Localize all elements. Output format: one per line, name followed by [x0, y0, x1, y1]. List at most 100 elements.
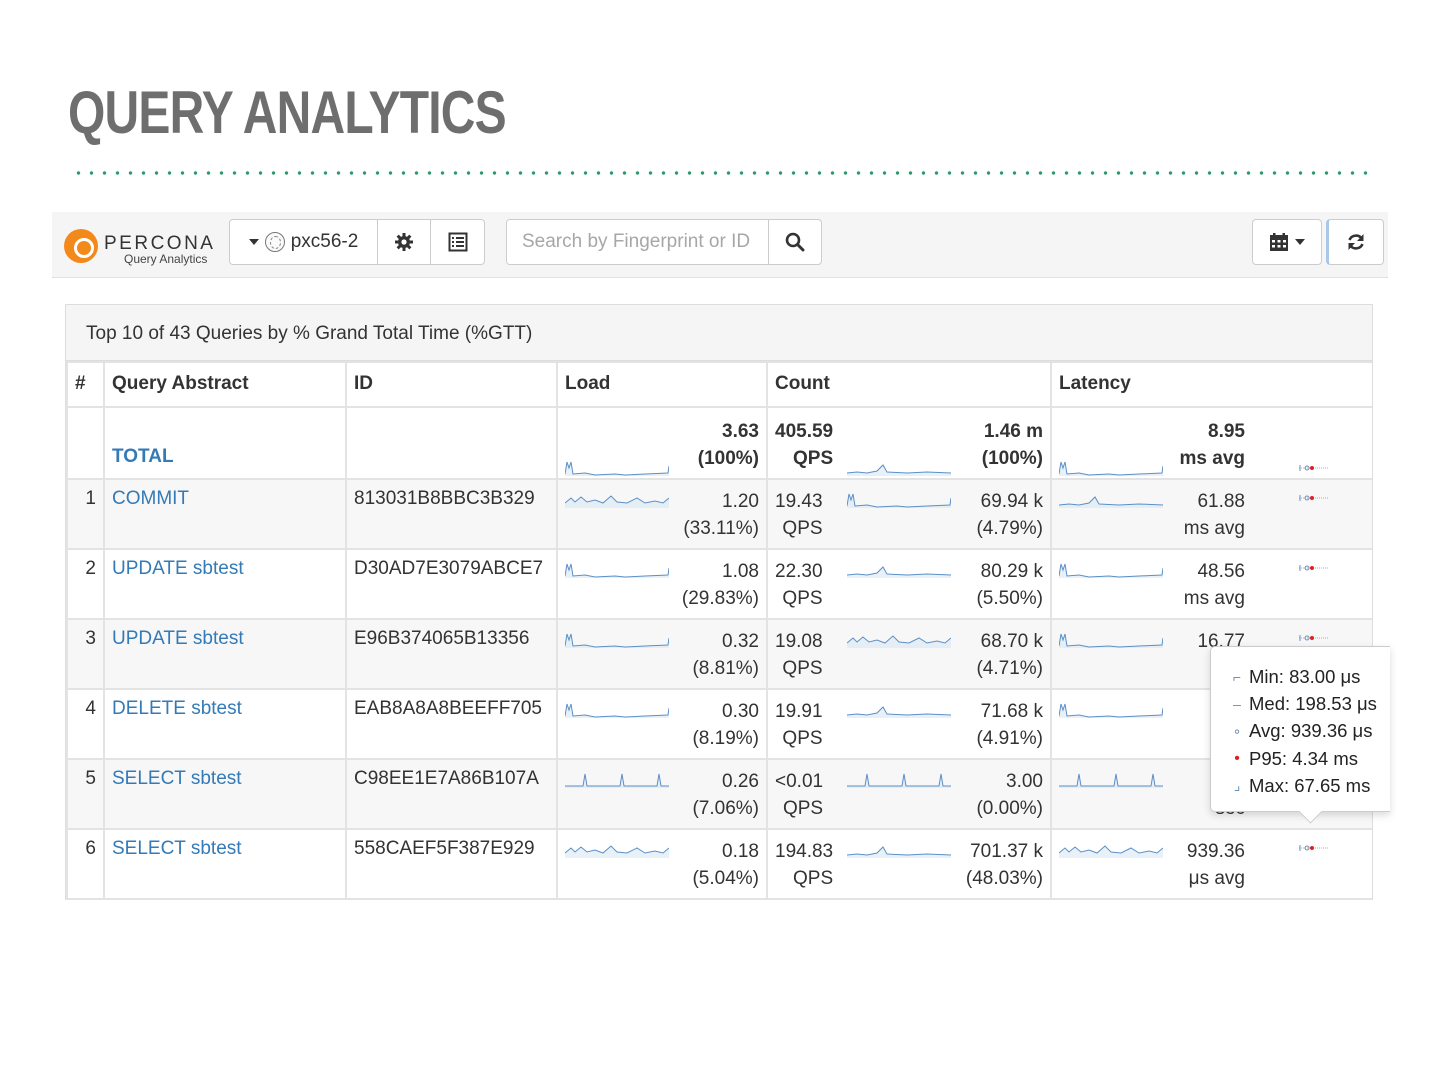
min-marker-icon: ⌐ — [1232, 668, 1242, 685]
row-number: 1 — [85, 488, 96, 509]
refresh-icon — [1348, 234, 1364, 250]
count-value: 69.94 k — [980, 491, 1043, 512]
table-header-row: # Query Abstract ID Load Count Latency — [66, 361, 1372, 408]
host-selector-button[interactable]: pxc56-2 — [230, 220, 378, 264]
qps-value: 19.43 — [775, 491, 823, 512]
count-percent: (4.91%) — [976, 728, 1043, 749]
time-range-button[interactable] — [1253, 220, 1321, 264]
query-abstract-link[interactable]: DELETE sbtest — [112, 698, 242, 719]
col-header-count[interactable]: Count — [766, 361, 1052, 408]
total-count: 1.46 m — [983, 421, 1043, 442]
load-value: 0.30 — [722, 701, 759, 722]
toolbar: PERCONA Query Analytics pxc56-2 — [52, 212, 1388, 278]
load-sparkline — [565, 495, 669, 508]
latency-distribution-plot[interactable] — [1298, 563, 1330, 573]
query-abstract-link[interactable]: COMMIT — [112, 488, 190, 509]
refresh-button[interactable] — [1329, 220, 1383, 264]
slide-title: QUERY ANALYTICS — [68, 79, 507, 146]
qps-unit: QPS — [782, 588, 823, 609]
panel-heading: Top 10 of 43 Queries by % Grand Total Ti… — [66, 305, 1372, 361]
col-header-load[interactable]: Load — [556, 361, 768, 408]
query-id: EAB8A8A8BEEFF705 — [354, 698, 542, 719]
count-value: 71.68 k — [980, 701, 1043, 722]
latency-sparkline — [1059, 845, 1163, 858]
caret-down-icon — [248, 239, 259, 245]
total-qps-unit: QPS — [793, 448, 834, 469]
load-value: 0.18 — [722, 841, 759, 862]
latency-sparkline — [1059, 773, 1163, 788]
total-row[interactable]: TOTAL 3.63 (100%) 405.59 QPS 1.46 m (100%) … — [66, 406, 1372, 480]
table-row[interactable]: 6 SELECT sbtest 558CAEF5F387E929 0.18 (5.… — [66, 828, 1372, 900]
table-row[interactable]: 3 UPDATE sbtest E96B374065B13356 0.32 (8.… — [66, 618, 1372, 690]
load-percent: (8.19%) — [692, 728, 759, 749]
search-button[interactable] — [769, 220, 821, 264]
col-header-num[interactable]: # — [66, 361, 105, 408]
gear-icon — [395, 233, 413, 251]
col-header-query[interactable]: Query Abstract — [103, 361, 347, 408]
table-row[interactable]: 1 COMMIT 813031B8BBC3B329 1.20 (33.11%) 1… — [66, 478, 1372, 550]
load-value: 1.20 — [722, 491, 759, 512]
total-count-pct: (100%) — [981, 448, 1043, 469]
table-row[interactable]: 5 SELECT sbtest C98EE1E7A86B107A 0.26 (7.… — [66, 758, 1372, 830]
settings-button[interactable] — [378, 220, 431, 264]
count-percent: (48.03%) — [965, 868, 1043, 889]
latency-unit: ms avg — [1183, 518, 1245, 539]
query-id: C98EE1E7A86B107A — [354, 768, 539, 789]
latency-distribution-plot[interactable] — [1298, 633, 1330, 643]
refresh-group — [1326, 219, 1384, 265]
row-number: 4 — [85, 698, 96, 719]
search-icon — [785, 232, 805, 252]
table-row[interactable]: 2 UPDATE sbtest D30AD7E3079ABCE7 1.08 (29… — [66, 548, 1372, 620]
summary-button[interactable] — [431, 220, 484, 264]
qps-unit: QPS — [782, 518, 823, 539]
count-sparkline — [847, 635, 951, 648]
qps-unit: QPS — [782, 798, 824, 819]
p95-marker-icon: • — [1234, 749, 1240, 767]
host-icon — [264, 232, 285, 252]
table-row[interactable]: 4 DELETE sbtest EAB8A8A8BEEFF705 0.30 (8.… — [66, 688, 1372, 760]
load-percent: (8.81%) — [692, 658, 759, 679]
latency-unit: μs avg — [1188, 868, 1245, 889]
load-sparkline — [565, 633, 669, 648]
load-sparkline — [565, 563, 669, 578]
total-label[interactable]: TOTAL — [112, 446, 174, 467]
qps-unit: QPS — [793, 868, 834, 889]
load-value: 0.26 — [722, 771, 759, 792]
latency-sparkline — [1059, 703, 1163, 718]
max-marker-icon: ⌟ — [1233, 777, 1241, 794]
qps-value: 19.91 — [775, 701, 823, 722]
query-abstract-link[interactable]: SELECT sbtest — [112, 768, 242, 789]
count-sparkline — [847, 493, 951, 508]
total-load: 3.63 — [722, 421, 759, 442]
percona-logo-icon — [64, 229, 98, 263]
qps-unit: QPS — [782, 658, 823, 679]
query-id: 813031B8BBC3B329 — [354, 488, 535, 509]
latency-distribution-plot[interactable] — [1298, 493, 1330, 503]
query-abstract-link[interactable]: SELECT sbtest — [112, 838, 242, 859]
count-sparkline — [847, 846, 951, 858]
latency-unit: ms avg — [1183, 588, 1245, 609]
search-input[interactable] — [507, 220, 769, 264]
list-icon — [448, 232, 467, 252]
count-sparkline — [847, 566, 951, 578]
query-abstract-link[interactable]: UPDATE sbtest — [112, 558, 244, 579]
load-value: 1.08 — [722, 561, 759, 582]
latency-value: 48.56 — [1197, 561, 1245, 582]
col-header-latency[interactable]: Latency — [1050, 361, 1372, 408]
load-percent: (33.11%) — [683, 518, 759, 539]
latency-sparkline — [1059, 496, 1163, 508]
query-abstract-link[interactable]: UPDATE sbtest — [112, 628, 244, 649]
host-name: pxc56-2 — [290, 231, 359, 252]
caret-down-icon — [1295, 239, 1305, 245]
latency-distribution-plot[interactable] — [1298, 843, 1330, 853]
logo-name: PERCONA — [104, 233, 216, 254]
calendar-group — [1252, 219, 1322, 265]
row-number: 2 — [85, 558, 96, 579]
latency-value: 939.36 — [1186, 841, 1245, 862]
count-sparkline — [847, 464, 951, 476]
col-header-id[interactable]: ID — [345, 361, 558, 408]
row-number: 3 — [85, 628, 96, 649]
latency-distribution-plot[interactable] — [1298, 463, 1330, 473]
qps-value: 19.08 — [775, 631, 823, 652]
query-table: # Query Abstract ID Load Count Latency T… — [66, 361, 1372, 900]
